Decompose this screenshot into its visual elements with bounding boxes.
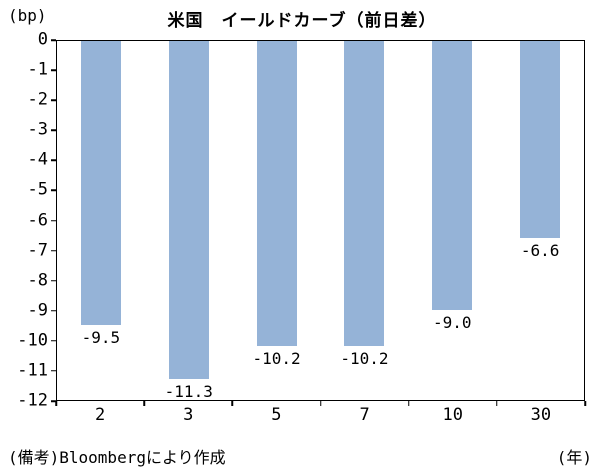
y-tick-label: -3 <box>27 119 48 140</box>
bar <box>432 41 473 311</box>
bar-value-label: -6.6 <box>520 241 560 261</box>
x-tick-label: 5 <box>271 405 282 425</box>
x-axis-unit-label: (年) <box>556 448 592 467</box>
y-tick-label: -10 <box>17 330 48 351</box>
bar <box>520 41 561 239</box>
bar <box>168 41 209 380</box>
bar-value-label: -9.5 <box>81 328 121 348</box>
y-tick-mark <box>51 219 56 222</box>
x-tick-mark <box>496 401 498 406</box>
x-tick-mark <box>55 401 57 406</box>
y-tick-label: -12 <box>17 390 48 411</box>
x-tick-label: 3 <box>183 405 194 425</box>
x-tick-mark <box>231 401 234 406</box>
y-tick-mark <box>51 99 56 101</box>
source-note: (備考)Bloombergにより作成 <box>8 448 226 467</box>
y-tick-mark <box>51 189 56 192</box>
y-tick-label: -5 <box>27 179 48 200</box>
y-axis: 0 -1 -2 -3 -4 -5 -6 -7 -8 -9 -10 -11 -12 <box>0 31 48 409</box>
y-tick-label: -9 <box>27 300 48 321</box>
y-tick-mark <box>51 279 56 282</box>
bar-value-label: -10.2 <box>340 349 389 369</box>
y-tick-label: -6 <box>27 210 48 230</box>
bar <box>80 41 121 326</box>
bar-value-label: -11.3 <box>164 382 213 402</box>
y-tick-mark <box>51 340 56 342</box>
y-tick-label: -1 <box>27 59 48 80</box>
y-tick-mark <box>51 310 56 312</box>
bar-value-label: -9.0 <box>432 313 472 333</box>
y-tick-mark <box>51 129 56 131</box>
chart-title: 米国 イールドカーブ（前日差） <box>167 11 437 31</box>
x-tick-label: 2 <box>94 405 106 425</box>
y-tick-label: -8 <box>27 270 48 291</box>
bar <box>256 41 297 347</box>
y-tick-mark <box>51 370 56 372</box>
y-tick-label: -2 <box>27 89 48 110</box>
y-tick-label: -4 <box>27 149 48 170</box>
x-tick-mark <box>143 401 145 406</box>
plot-area: -9.5 -11.3 -10.2 -10.2 -9.0 -6.6 <box>56 40 585 401</box>
bar <box>344 41 385 347</box>
y-tick-mark <box>51 400 56 402</box>
x-tick-label: 30 <box>530 405 552 425</box>
x-tick-label: 7 <box>359 405 370 425</box>
x-axis: 2 3 5 7 10 30 <box>56 407 585 429</box>
y-tick-mark <box>51 159 56 162</box>
y-tick-label: 0 <box>37 29 48 50</box>
y-tick-label: -11 <box>17 360 48 381</box>
x-tick-mark <box>319 401 322 406</box>
x-tick-mark <box>584 401 586 406</box>
y-tick-mark <box>51 39 56 41</box>
x-tick-mark <box>407 401 410 406</box>
bar-value-label: -10.2 <box>252 349 301 369</box>
x-tick-label: 10 <box>442 405 463 425</box>
y-axis-unit-label: (bp) <box>8 6 47 25</box>
y-tick-mark <box>51 249 56 252</box>
y-tick-mark <box>51 69 56 71</box>
y-tick-label: -7 <box>27 240 48 261</box>
